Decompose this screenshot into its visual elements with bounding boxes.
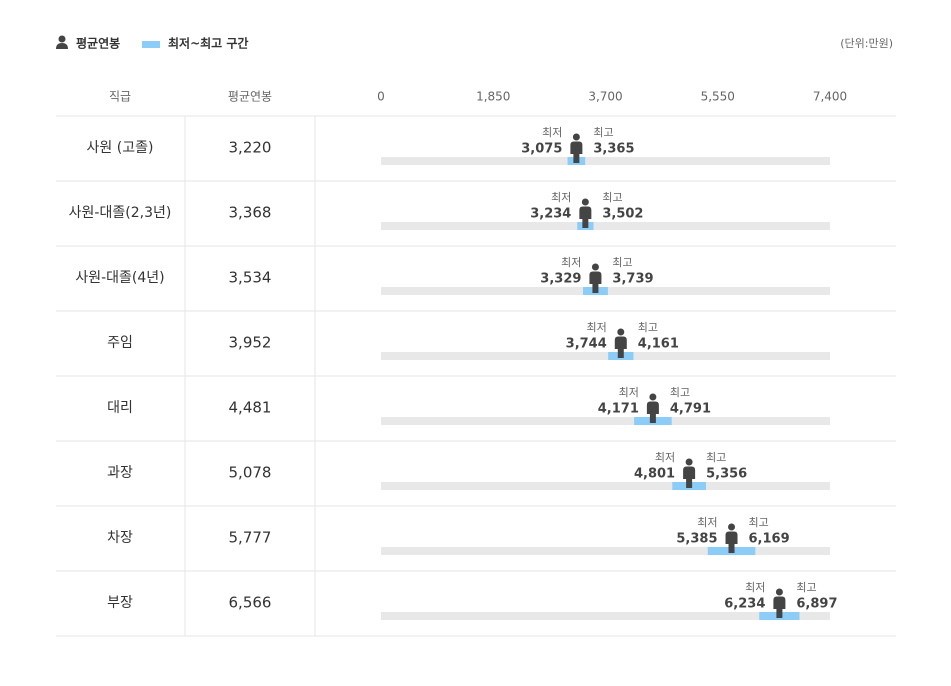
min-value: 6,234 <box>724 597 765 612</box>
x-tick-label: 7,400 <box>813 90 847 104</box>
min-value: 3,075 <box>521 142 562 157</box>
average-marker <box>725 523 738 553</box>
min-caption: 최저 <box>551 191 571 204</box>
min-value: 5,385 <box>676 532 717 547</box>
average-marker <box>646 393 659 423</box>
marker-head <box>649 393 657 401</box>
average-value: 3,952 <box>229 334 272 352</box>
max-caption: 최고 <box>612 256 632 269</box>
max-caption: 최고 <box>638 321 658 334</box>
min-caption: 최저 <box>561 256 581 269</box>
average-value: 4,481 <box>229 399 272 417</box>
min-value: 4,171 <box>598 402 639 417</box>
x-tick-label: 1,850 <box>476 90 510 104</box>
max-value: 4,161 <box>638 337 679 352</box>
unit: (단위:만원) <box>840 37 893 50</box>
x-tick-label: 5,550 <box>701 90 735 104</box>
max-caption: 최고 <box>796 581 816 594</box>
max-caption: 최고 <box>749 516 769 529</box>
marker-body <box>579 206 592 228</box>
min-caption: 최저 <box>619 386 639 399</box>
track <box>381 222 830 230</box>
max-caption: 최고 <box>602 191 622 204</box>
category-label: 차장 <box>107 530 133 546</box>
min-caption: 최저 <box>587 321 607 334</box>
average-marker <box>614 328 627 358</box>
marker-body <box>773 596 786 618</box>
category-label: 과장 <box>107 465 133 481</box>
marker-body <box>725 531 738 553</box>
category-label: 대리 <box>107 400 133 416</box>
marker-body <box>646 401 659 423</box>
legend-range: 최저~최고 구간 <box>168 36 248 51</box>
min-caption: 최저 <box>697 516 717 529</box>
track <box>381 417 830 425</box>
min-value: 3,329 <box>540 272 581 287</box>
average-value: 5,777 <box>229 529 272 547</box>
min-caption: 최저 <box>655 451 675 464</box>
column-header: 평균연봉 <box>228 90 272 104</box>
average-value: 6,566 <box>229 594 272 612</box>
average-value: 3,220 <box>229 139 272 157</box>
average-marker <box>589 263 602 293</box>
max-caption: 최고 <box>706 451 726 464</box>
max-value: 3,502 <box>602 207 643 222</box>
marker-head <box>728 523 736 531</box>
legend-icon-body <box>56 43 68 49</box>
marker-head <box>581 198 589 206</box>
track <box>381 352 830 360</box>
average-value: 3,534 <box>229 269 272 287</box>
average-value: 3,368 <box>229 204 272 222</box>
min-value: 4,801 <box>634 467 675 482</box>
marker-body <box>589 271 602 293</box>
marker-head <box>591 263 599 271</box>
average-marker <box>773 588 786 618</box>
average-marker <box>579 198 592 228</box>
legend-range-swatch <box>142 41 160 48</box>
category-label: 부장 <box>107 595 133 611</box>
legend: 평균연봉 최저~최고 구간 <box>56 35 248 51</box>
max-value: 3,739 <box>612 272 653 287</box>
average-marker <box>683 458 696 488</box>
legend-average: 평균연봉 <box>76 36 120 51</box>
category-label: 사원-대졸(2,3년) <box>69 205 172 221</box>
x-tick-label: 0 <box>377 90 385 104</box>
legend-icon-head <box>58 35 66 43</box>
max-caption: 최고 <box>593 126 613 139</box>
marker-head <box>572 133 580 141</box>
category-label: 사원 (고졸) <box>87 140 154 156</box>
track <box>381 612 830 620</box>
track <box>381 547 830 555</box>
x-tick-label: 3,700 <box>588 90 622 104</box>
min-value: 3,744 <box>566 337 607 352</box>
marker-head <box>685 458 693 466</box>
min-caption: 최저 <box>745 581 765 594</box>
min-caption: 최저 <box>542 126 562 139</box>
category-label: 주임 <box>107 335 133 351</box>
max-caption: 최고 <box>670 386 690 399</box>
max-value: 5,356 <box>706 467 747 482</box>
average-marker <box>570 133 583 163</box>
max-value: 6,897 <box>796 597 837 612</box>
marker-head <box>775 588 783 596</box>
max-value: 6,169 <box>749 532 790 547</box>
marker-body <box>570 141 583 163</box>
track <box>381 482 830 490</box>
track <box>381 157 830 165</box>
max-value: 3,365 <box>593 142 634 157</box>
column-header: 직급 <box>109 90 131 104</box>
marker-head <box>617 328 625 336</box>
max-value: 4,791 <box>670 402 711 417</box>
marker-body <box>683 466 696 488</box>
min-value: 3,234 <box>530 207 571 222</box>
marker-body <box>614 336 627 358</box>
average-value: 5,078 <box>229 464 272 482</box>
category-label: 사원-대졸(4년) <box>75 270 164 286</box>
